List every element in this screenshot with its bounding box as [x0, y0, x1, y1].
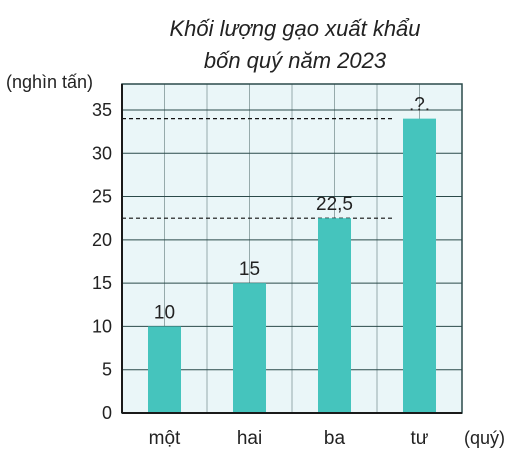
chart-title-line-2: bốn quý năm 2023	[204, 48, 387, 73]
y-tick-label: 35	[92, 100, 112, 120]
y-tick-label: 5	[102, 360, 112, 380]
x-tick-label: hai	[237, 428, 262, 449]
x-tick-label: ba	[324, 428, 346, 449]
data-label: 10	[154, 302, 175, 323]
y-tick-label: 0	[102, 403, 112, 423]
data-label: 15	[239, 259, 260, 280]
chart-title-line-1: Khối lượng gạo xuất khẩu	[169, 16, 420, 41]
y-tick-label: 20	[92, 230, 112, 250]
x-tick-label: tư	[411, 428, 429, 449]
y-axis-label: (nghìn tấn)	[6, 72, 93, 92]
bar-4	[403, 118, 436, 413]
bar-3	[318, 218, 351, 413]
plot-area: 0 5 10 15 20 25 30 35 10 một 15 hai 22,5 ba.?. tư	[92, 83, 463, 449]
data-label: 22,5	[316, 194, 353, 215]
y-tick-label: 15	[92, 273, 112, 293]
data-label: .?.	[409, 95, 430, 116]
bar-1	[148, 326, 181, 413]
y-tick-label: 25	[92, 187, 112, 207]
bar-2	[233, 283, 266, 413]
y-tick-label: 30	[92, 143, 112, 163]
x-axis-label: (quý)	[464, 428, 505, 448]
x-tick-label: một	[149, 428, 181, 449]
y-tick-label: 10	[92, 316, 112, 336]
